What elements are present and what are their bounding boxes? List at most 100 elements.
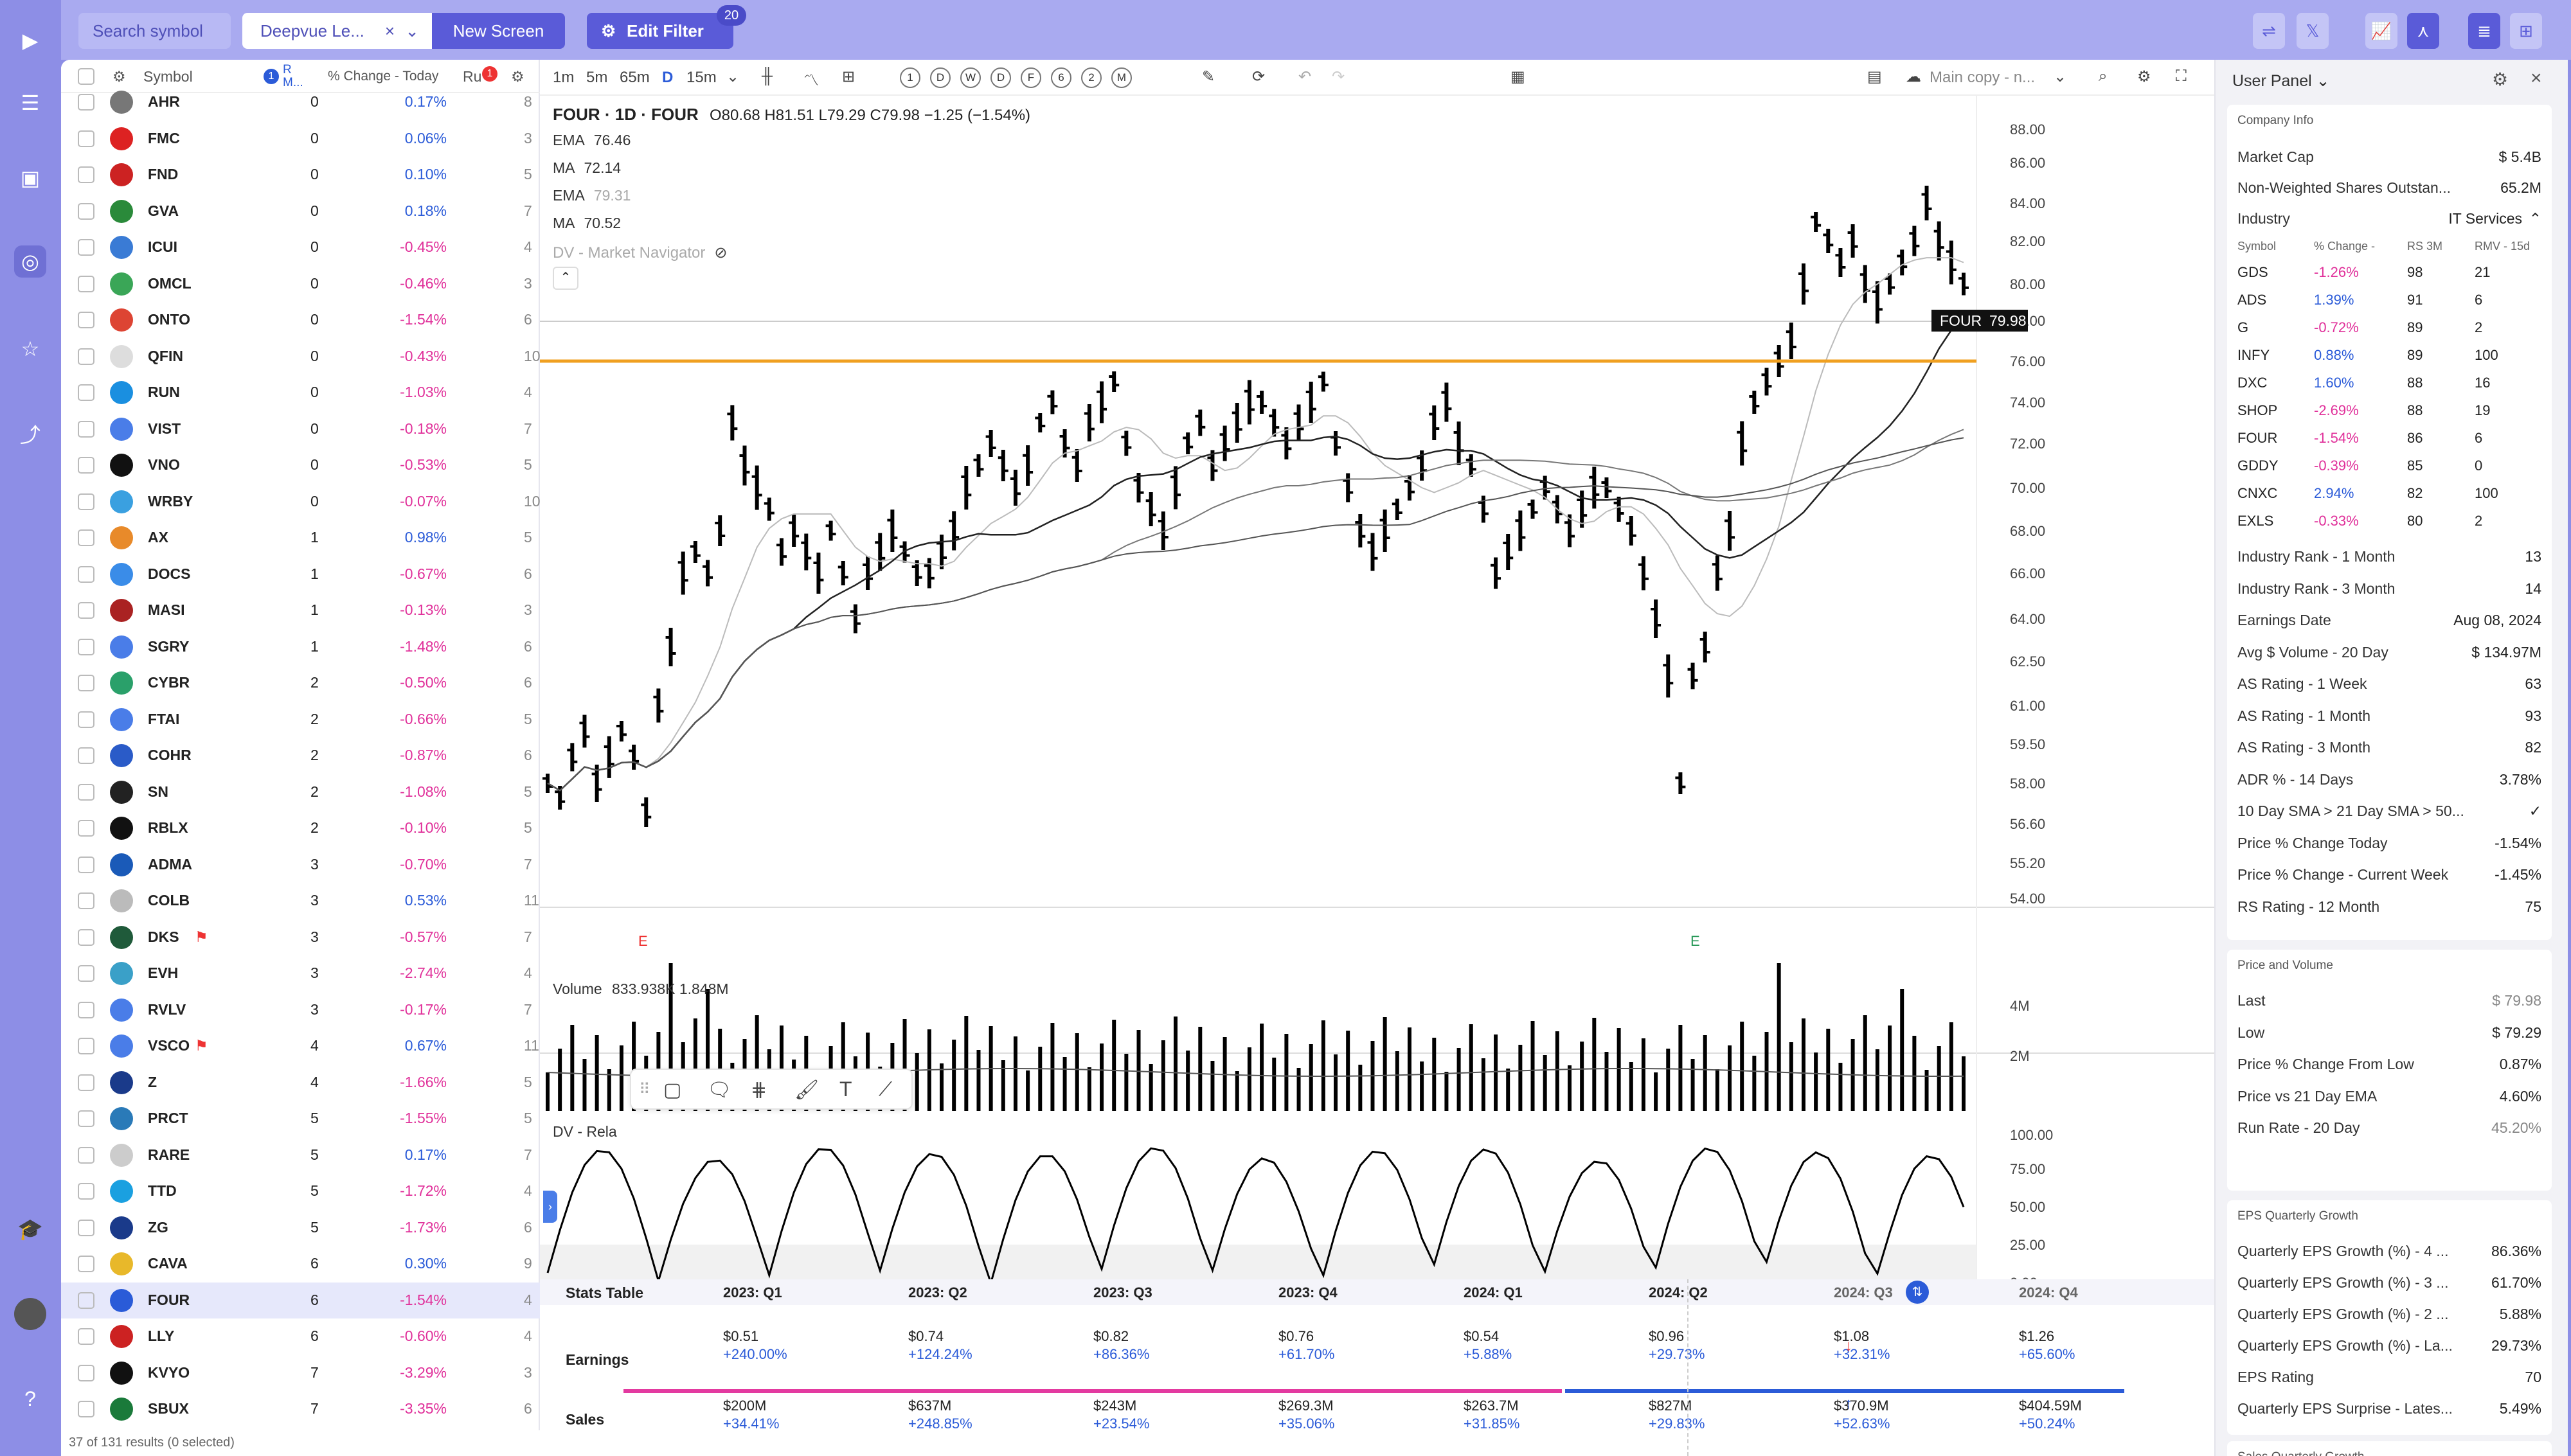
row-checkbox[interactable] (78, 892, 94, 909)
rectangle-tool-icon[interactable]: ▢ (663, 1079, 682, 1101)
peer-symbol[interactable]: FOUR (2237, 430, 2278, 446)
row-checkbox[interactable] (78, 1038, 94, 1054)
row-checkbox[interactable] (78, 1183, 94, 1200)
indicator-legend-item[interactable]: MA 72.14 (553, 159, 621, 177)
chart-nav-icon[interactable]: ⤴ (19, 423, 40, 447)
peer-symbol[interactable]: ADS (2237, 292, 2267, 308)
row-checkbox[interactable] (78, 856, 94, 873)
screen-tab[interactable]: Deepvue Le... × ⌄ (242, 13, 432, 49)
list-item[interactable]: TTD 5 -1.72% 4 (61, 1173, 540, 1209)
list-item[interactable]: ICUI 0 -0.45% 4 (61, 229, 540, 265)
avatar[interactable] (14, 1298, 46, 1330)
close-icon[interactable]: × (2531, 67, 2542, 89)
row-checkbox[interactable] (78, 1146, 94, 1164)
panel-settings-icon[interactable]: ⚙ (2492, 69, 2509, 89)
list-item[interactable]: ONTO 0 -1.54% 6 (61, 302, 540, 338)
row-checkbox[interactable] (78, 94, 94, 111)
earnings-marker[interactable]: E (1690, 933, 1700, 949)
stats-settings-button[interactable]: ⇅ (1906, 1281, 1929, 1304)
peer-symbol[interactable]: INFY (2237, 347, 2270, 363)
x-icon[interactable]: 𝕏 (2297, 13, 2329, 49)
text-tool-icon[interactable]: T (839, 1078, 852, 1101)
list-item[interactable]: CYBR 2 -0.50% 6 (61, 665, 540, 701)
row-checkbox[interactable] (78, 965, 94, 982)
period-button[interactable]: W (960, 67, 981, 88)
share-icon[interactable]: ⇌ (2253, 13, 2285, 49)
list-item[interactable]: FMC 0 0.06% 3 (61, 121, 540, 157)
layout-icon[interactable]: ▤ (1867, 68, 1882, 85)
grid-view-icon[interactable]: ⊞ (2510, 13, 2542, 49)
edit-filter-button[interactable]: ⚙ Edit Filter (587, 13, 733, 49)
flag-icon[interactable]: ⚑ (195, 1037, 208, 1054)
list-item[interactable]: ADMA 3 -0.70% 7 (61, 847, 540, 883)
list-item[interactable]: PRCT 5 -1.55% 5 (61, 1101, 540, 1137)
list-item[interactable]: SGRY 1 -1.48% 6 (61, 629, 540, 665)
indicator-legend-item[interactable]: EMA 79.31 (553, 187, 631, 204)
peer-column-header[interactable]: % Change - (2314, 240, 2376, 253)
interval-1m[interactable]: 1m (553, 69, 575, 86)
row-checkbox[interactable] (78, 1328, 94, 1345)
row-checkbox[interactable] (78, 312, 94, 328)
list-item[interactable]: QFIN 0 -0.43% 10 (61, 339, 541, 375)
market-navigator-label[interactable]: DV - Market Navigator ⊘ (553, 244, 728, 262)
period-button[interactable]: 2 (1081, 67, 1102, 88)
select-all-checkbox[interactable] (78, 68, 94, 85)
list-item[interactable]: MASI 1 -0.13% 3 (61, 592, 540, 628)
period-button[interactable]: M (1111, 67, 1132, 88)
line-tool-icon[interactable]: ⟋ (879, 1079, 892, 1100)
row-checkbox[interactable] (78, 1001, 94, 1018)
callout-tool-icon[interactable]: 🗨 (707, 1079, 732, 1101)
chart-view-icon[interactable]: 📈 (2365, 13, 2397, 49)
price-chart[interactable]: 88.0086.0084.0082.0080.0078.0076.0074.00… (540, 96, 2214, 1452)
chevron-down-icon[interactable]: ⌄ (2054, 68, 2067, 85)
flag-icon[interactable]: ⚑ (195, 928, 208, 945)
chevron-down-icon[interactable]: ⌄ (726, 68, 740, 85)
expand-drawing-tools-icon[interactable]: › (543, 1191, 557, 1223)
pct-change-column-header[interactable]: % Change - Today (328, 69, 439, 84)
list-item[interactable]: FOUR 6 -1.54% 4 (61, 1282, 540, 1318)
period-button[interactable]: D (930, 67, 951, 88)
list-item[interactable]: WRBY 0 -0.07% 10 (61, 484, 541, 520)
list-item[interactable]: KVYO 7 -3.29% 3 (61, 1355, 540, 1391)
gear-icon[interactable]: ⚙ (2137, 68, 2151, 85)
list-item[interactable]: DOCS 1 -0.67% 6 (61, 556, 540, 592)
new-screen-button[interactable]: New Screen (432, 13, 565, 49)
rank-column-header[interactable]: R M... (283, 63, 303, 89)
list-item[interactable]: COHR 2 -0.87% 6 (61, 738, 540, 774)
fullscreen-icon[interactable]: ⛶ (2176, 67, 2187, 85)
row-checkbox[interactable] (78, 1364, 94, 1381)
list-item[interactable]: AX 1 0.98% 5 (61, 520, 540, 556)
interval-15m[interactable]: 15m (686, 69, 717, 86)
menu-icon[interactable]: ☰ (21, 91, 40, 114)
peer-column-header[interactable]: RMV - 15d (2475, 240, 2531, 253)
help-icon[interactable]: ? (24, 1387, 36, 1410)
symbol-column-header[interactable]: Symbol (143, 67, 193, 85)
row-checkbox[interactable] (78, 783, 94, 801)
screener-icon[interactable]: ◎ (14, 245, 46, 278)
undo-icon[interactable]: ↶ (1298, 68, 1312, 85)
period-button[interactable]: 6 (1051, 67, 1071, 88)
earnings-marker[interactable]: E (638, 933, 648, 949)
list-item[interactable]: RARE 5 0.17% 7 (61, 1137, 540, 1173)
period-button[interactable]: D (990, 67, 1011, 88)
cloud-icon[interactable]: ☁ (1906, 68, 1921, 85)
row-checkbox[interactable] (78, 602, 94, 619)
list-item[interactable]: DKS 3 -0.57% 7 ⚑ (61, 919, 540, 955)
row-checkbox[interactable] (78, 239, 94, 256)
row-checkbox[interactable] (78, 384, 94, 401)
chevron-up-icon[interactable]: ⌃ (2529, 210, 2541, 227)
industry-row[interactable]: Industry IT Services ⌃ (2237, 205, 2541, 231)
row-checkbox[interactable] (78, 166, 94, 183)
list-item[interactable]: FND 0 0.10% 5 (61, 157, 540, 193)
row-checkbox[interactable] (78, 711, 94, 728)
row-checkbox[interactable] (78, 457, 94, 474)
list-item[interactable]: GVA 0 0.18% 7 (61, 193, 540, 229)
peer-symbol[interactable]: SHOP (2237, 402, 2278, 418)
compare-icon[interactable]: ⋏ (2407, 13, 2439, 49)
peer-column-header[interactable]: RS 3M (2407, 240, 2443, 253)
peer-symbol[interactable]: EXLS (2237, 513, 2274, 529)
drag-handle-icon[interactable]: ⠿ (639, 1081, 650, 1098)
layout-select[interactable]: Main copy - n... (1930, 69, 2036, 86)
peer-symbol[interactable]: CNXC (2237, 485, 2278, 501)
list-item[interactable]: VNO 0 -0.53% 5 (61, 447, 540, 483)
